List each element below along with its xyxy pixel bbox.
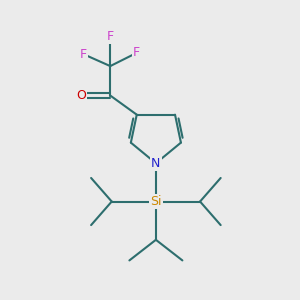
- Text: Si: Si: [150, 195, 162, 208]
- Text: F: F: [107, 30, 114, 43]
- Text: O: O: [76, 89, 86, 102]
- Text: F: F: [80, 48, 87, 61]
- Text: F: F: [133, 46, 140, 59]
- Text: N: N: [151, 157, 160, 170]
